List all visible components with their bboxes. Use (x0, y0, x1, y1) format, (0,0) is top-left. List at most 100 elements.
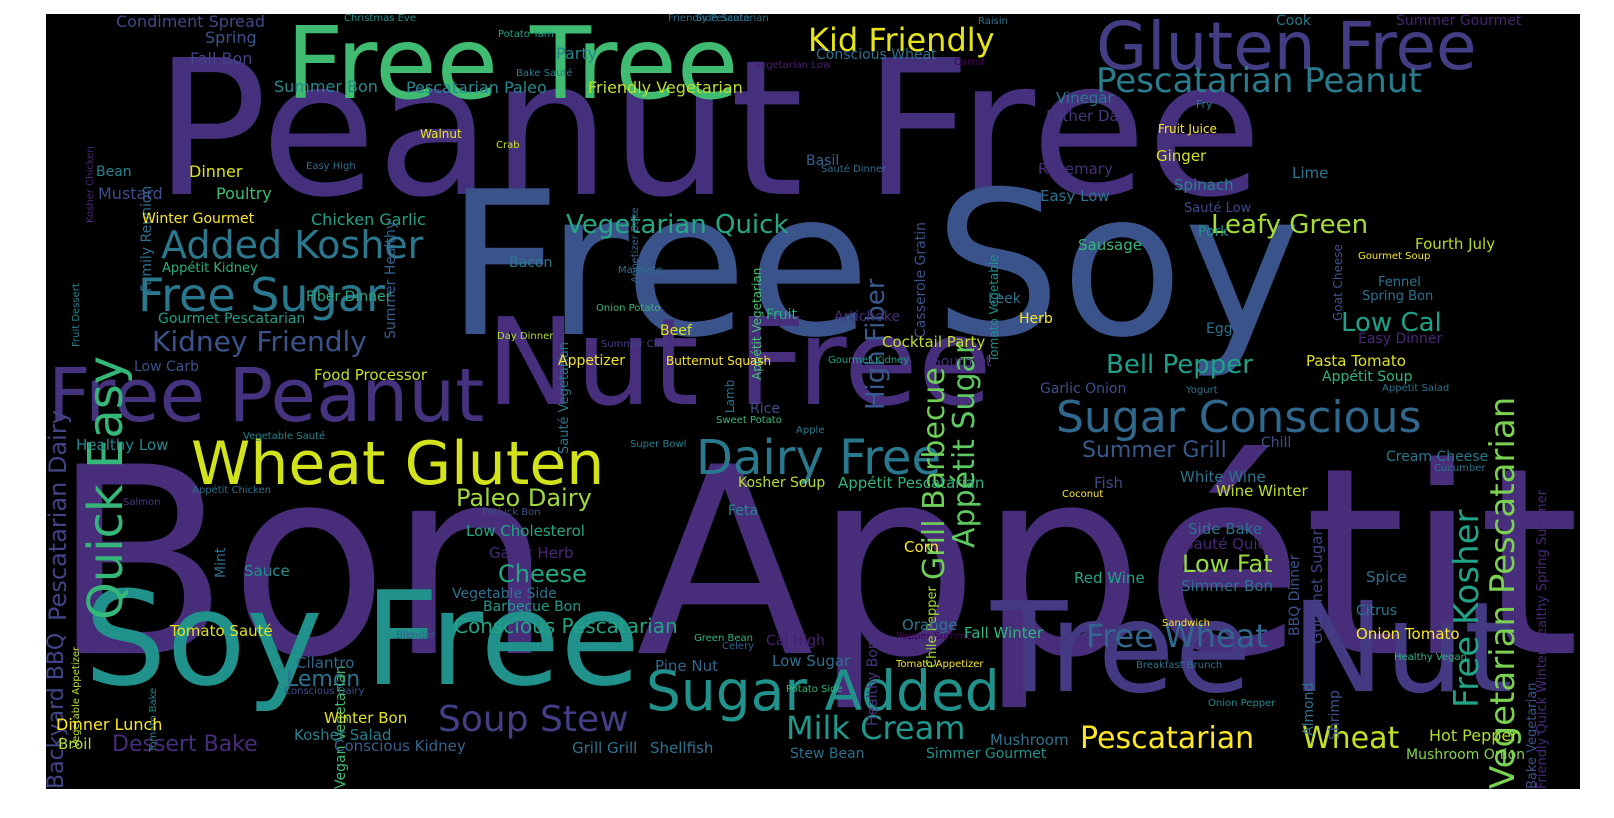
cloud-word: Friendly Pescatarian (668, 14, 769, 24)
cloud-word: Dinner (189, 162, 243, 181)
cloud-word: Sugar Added (646, 659, 1000, 723)
cloud-word: Gluten Free (1096, 14, 1477, 85)
cloud-word: Feta (728, 503, 758, 519)
cloud-word: Coconut (1062, 489, 1104, 500)
cloud-word: Beef (660, 323, 692, 339)
cloud-word: Gourmet Sugar (1308, 529, 1326, 644)
cloud-word: Bon Appétit (51, 413, 1580, 715)
cloud-word: Conscious Dairy (284, 686, 365, 697)
cloud-word: Sauté Dinner (821, 164, 887, 175)
cloud-word: Blender (396, 630, 435, 641)
cloud-word: Friendly Vegetarian (588, 78, 743, 97)
cloud-word: Sauté Quick (1184, 535, 1275, 553)
cloud-word: Dinner Lunch (56, 715, 163, 734)
cloud-word: Quick Easy (78, 355, 134, 620)
cloud-word: Potluck Bon (482, 507, 541, 518)
cloud-word: Potato Yam (498, 29, 554, 40)
cloud-word: Casserole Gratin (913, 222, 929, 339)
cloud-word: Mushroom Onion (1406, 747, 1526, 763)
cloud-word: Butternut Squash (666, 354, 772, 368)
cloud-word: Tree Nut (991, 576, 1513, 721)
cloud-word: Easy Low (1040, 187, 1110, 205)
cloud-word: Appétit Pescatarian (838, 474, 985, 492)
cloud-word: Cal High (766, 633, 825, 649)
cloud-word: Sauce (244, 562, 290, 580)
cloud-word: Healthy Vegan (1394, 652, 1467, 663)
cloud-word: Pescatarian Dairy (46, 409, 72, 621)
cloud-word: Fruit (766, 307, 798, 323)
cloud-word: Winter Gourmet (142, 211, 255, 227)
cloud-word: Tomato Appetizer (896, 659, 984, 670)
cloud-word: Celery (722, 641, 755, 652)
cloud-word: Side Sauté (696, 14, 750, 24)
cloud-word: Stew Bean (790, 746, 865, 762)
cloud-word: Free Wheat (1086, 617, 1268, 655)
cloud-word: Poultry (216, 184, 272, 203)
cloud-word: Gourmet Soup (1358, 251, 1431, 262)
cloud-word: Father Day (1046, 107, 1128, 125)
cloud-word: Dairy Free (696, 430, 941, 486)
word-cloud: Bon Appétit Peanut Free Free Soy Nut Free Fr… (46, 14, 1580, 789)
cloud-word: Gourmet Kidney (828, 355, 910, 366)
cloud-word: Soy Free (84, 563, 641, 715)
cloud-word: Onion Pepper (1208, 698, 1276, 709)
cloud-word: Sauté Low (1184, 201, 1252, 216)
cloud-word: Summer Grill (1082, 438, 1227, 463)
cloud-word: Bean (96, 164, 132, 180)
cloud-word: Pasta Tomato (1306, 352, 1406, 370)
cloud-word: Pine Nut (655, 657, 718, 675)
cloud-word: Raisin (978, 16, 1008, 27)
cloud-word: Rice (750, 401, 780, 417)
cloud-word: Kid Friendly (808, 21, 995, 59)
cloud-word: Summer Healthy (383, 220, 399, 339)
cloud-word: Basil (806, 153, 840, 169)
cloud-word: Peanut Free (154, 20, 1263, 239)
cloud-word: Winter Bon (324, 709, 408, 727)
cloud-word: Friendly Quick Winter Healthy Spring Sum… (1535, 489, 1550, 789)
cloud-word: Spring (205, 28, 257, 47)
cloud-word: Spinach (1174, 176, 1234, 194)
cloud-word: Pork (1198, 224, 1229, 240)
cloud-word: Super Bowl (630, 439, 687, 450)
cloud-word: Wheat Gluten (191, 429, 605, 499)
cloud-word: Spring Bon (1362, 289, 1434, 304)
cloud-word: Low Cal (1341, 308, 1442, 338)
cloud-word: Apple (796, 425, 825, 436)
cloud-word: Easy High (306, 161, 356, 172)
cloud-word: Bacon (509, 255, 553, 271)
cloud-word: Paleo Dairy (456, 484, 592, 512)
cloud-word: Shellfish (650, 739, 714, 757)
cloud-word: Free Soy (446, 149, 1302, 382)
cloud-word: Shrimp (1327, 690, 1343, 741)
cloud-word: Low Fat (1182, 550, 1273, 578)
cloud-word: Appetizer (558, 353, 626, 369)
cloud-word: Appétit Kidney (162, 261, 258, 276)
cloud-word: Pescatarian Peanut (1096, 61, 1422, 101)
cloud-word: Fall Winter (964, 624, 1043, 642)
cloud-word: Conscious Kidney (334, 737, 466, 755)
cloud-word: Soup Stew (438, 699, 629, 740)
cloud-word: Citrus (1356, 603, 1398, 619)
cloud-word: Conscious Pescatarian (454, 614, 678, 638)
cloud-word: Cook (1276, 14, 1312, 29)
cloud-word: Healthy Low (76, 436, 169, 454)
cloud-word: Summer Bon (274, 77, 378, 96)
cloud-word: Fennel (1378, 275, 1421, 290)
cloud-word: Side Bake (1188, 520, 1263, 538)
cloud-word: Kosher Chicken (85, 146, 96, 223)
cloud-word: Pescatarian (1080, 721, 1255, 756)
cloud-word: Cilantro (296, 654, 355, 672)
cloud-word: Fruit Dessert (71, 283, 82, 347)
cloud-word: White Wine (1180, 468, 1266, 486)
cloud-word: Wine Winter (1216, 482, 1308, 500)
cloud-word: Dessert Bake (112, 732, 258, 757)
cloud-word: Pepper Summer (896, 631, 977, 642)
cloud-word: Summer Chill (601, 339, 669, 350)
cloud-word: Fry (1196, 98, 1213, 111)
cloud-word: Green Bean (694, 633, 753, 644)
cloud-word: Barbecue Bon (483, 599, 582, 615)
cloud-word: Low Cholesterol (466, 522, 585, 540)
cloud-word: Party (556, 44, 598, 63)
cloud-word: Free Tree (286, 14, 739, 122)
cloud-word: Garlic Herb (489, 544, 574, 562)
